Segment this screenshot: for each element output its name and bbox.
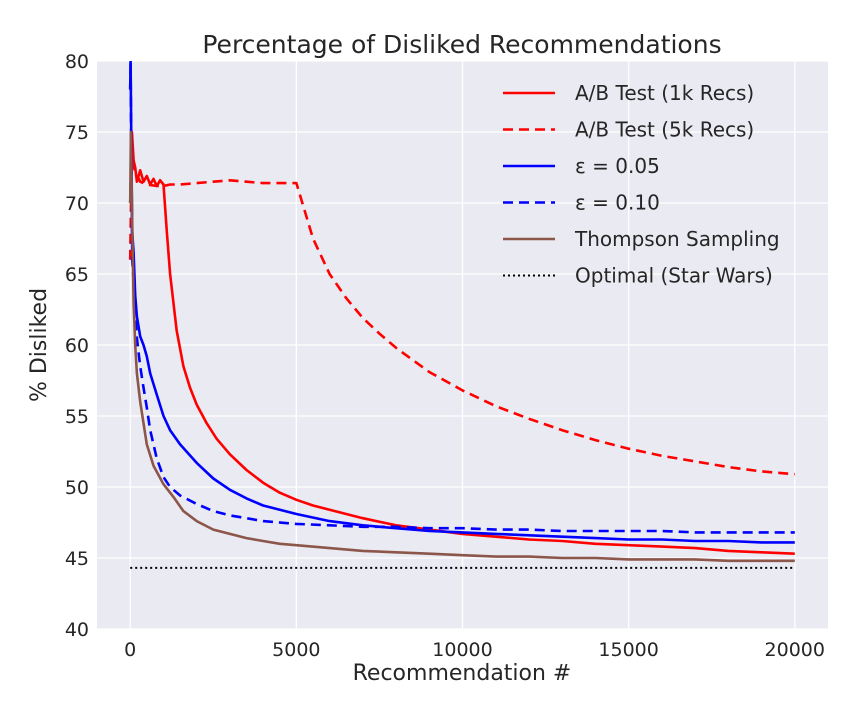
x-tick-label: 5000 <box>272 639 320 661</box>
x-tick-label: 20000 <box>765 639 825 661</box>
legend-label: A/B Test (1k Recs) <box>575 81 754 105</box>
series-line-2 <box>128 61 795 544</box>
x-tick-labels: 0 5000 10000 15000 20000 <box>124 639 825 661</box>
x-tick-label: 15000 <box>598 639 658 661</box>
legend-label: ε = 0.10 <box>575 191 660 215</box>
legend: A/B Test (1k Recs) A/B Test (5k Recs) ε = … <box>503 81 780 288</box>
legend-label: ε = 0.05 <box>575 154 660 178</box>
legend-label: Optimal (Star Wars) <box>575 264 773 288</box>
series-line-0 <box>128 130 795 555</box>
y-tick-label: 75 <box>65 122 89 144</box>
series-line-4 <box>128 130 795 563</box>
y-tick-label: 40 <box>65 619 89 641</box>
legend-label: Thompson Sampling <box>574 227 780 251</box>
y-tick-label: 65 <box>65 264 89 286</box>
legend-label: A/B Test (5k Recs) <box>575 118 754 142</box>
x-axis-label: Recommendation # <box>353 661 572 686</box>
x-tick-label: 10000 <box>432 639 492 661</box>
y-tick-label: 45 <box>65 548 89 570</box>
chart-title: Percentage of Disliked Recommendations <box>202 30 721 59</box>
y-tick-label: 60 <box>65 335 89 357</box>
series-line-3 <box>128 61 795 534</box>
y-tick-label: 55 <box>65 406 89 428</box>
series-lines <box>128 61 795 569</box>
y-tick-label: 70 <box>65 193 89 215</box>
y-tick-labels: 40 45 50 55 60 65 70 75 80 <box>65 51 89 641</box>
y-tick-label: 80 <box>65 51 89 73</box>
y-axis-label: % Disliked <box>27 288 52 402</box>
series-line-1 <box>128 144 795 476</box>
x-tick-label: 0 <box>124 639 136 661</box>
y-tick-label: 50 <box>65 477 89 499</box>
